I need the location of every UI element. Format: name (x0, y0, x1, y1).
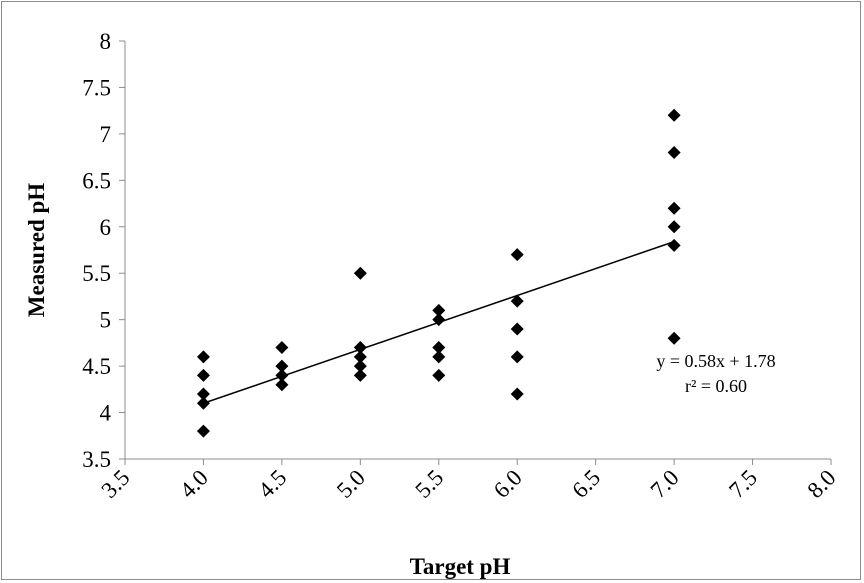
data-point-diamond (510, 294, 524, 308)
data-point-diamond (275, 359, 289, 373)
data-point-diamond (196, 368, 210, 382)
data-point-diamond (353, 368, 367, 382)
y-tick-label: 8 (100, 29, 112, 54)
x-tick-label: 5.5 (410, 465, 448, 503)
x-tick-label: 7.5 (724, 465, 762, 503)
data-point-diamond (196, 387, 210, 401)
x-axis-title: Target pH (410, 554, 511, 579)
y-tick-label: 3.5 (82, 447, 111, 472)
data-point-diamond (667, 238, 681, 252)
x-tick-label: 6.0 (489, 465, 527, 503)
equation-annotation: y = 0.58x + 1.78 (656, 351, 775, 371)
x-tick-label: 4.5 (253, 465, 291, 503)
data-point-diamond (432, 313, 446, 327)
data-point-diamond (353, 341, 367, 355)
data-point-diamond (432, 350, 446, 364)
data-point-diamond (667, 145, 681, 159)
axes (124, 41, 831, 460)
data-point-diamond (353, 359, 367, 373)
data-points (196, 108, 681, 438)
y-tick-label: 5 (100, 308, 112, 333)
data-point-diamond (196, 350, 210, 364)
data-point-diamond (196, 396, 210, 410)
x-tick-label: 5.0 (332, 465, 370, 503)
x-tick-label: 6.5 (567, 465, 605, 503)
data-point-diamond (432, 341, 446, 355)
x-tick-label: 8.0 (803, 465, 841, 503)
y-tick-label: 7.5 (82, 75, 111, 100)
r-squared-annotation: r² = 0.60 (685, 376, 747, 396)
data-point-diamond (353, 266, 367, 280)
data-point-diamond (667, 201, 681, 215)
ticks: 3.544.555.566.577.583.5 4.0 4.5 5.0 5.5 6.0 6.… (82, 29, 840, 503)
data-point-diamond (510, 350, 524, 364)
y-axis-title: Measured pH (24, 183, 49, 317)
data-point-diamond (275, 368, 289, 382)
data-point-diamond (510, 322, 524, 336)
data-point-diamond (275, 378, 289, 392)
data-point-diamond (667, 108, 681, 122)
y-tick-label: 4.5 (82, 354, 111, 379)
data-point-diamond (196, 424, 210, 438)
x-tick-label: 7.0 (646, 465, 684, 503)
x-tick-label: 4.0 (175, 465, 213, 503)
data-point-diamond (510, 248, 524, 262)
y-tick-label: 6 (100, 215, 112, 240)
data-point-diamond (275, 341, 289, 355)
data-point-diamond (510, 387, 524, 401)
y-tick-label: 5.5 (82, 261, 111, 286)
y-tick-label: 6.5 (82, 168, 111, 193)
data-point-diamond (432, 303, 446, 317)
data-point-diamond (667, 220, 681, 234)
data-point-diamond (353, 350, 367, 364)
y-tick-label: 7 (100, 122, 112, 147)
data-point-diamond (432, 368, 446, 382)
data-point-diamond (667, 331, 681, 345)
y-tick-label: 4 (100, 401, 112, 426)
